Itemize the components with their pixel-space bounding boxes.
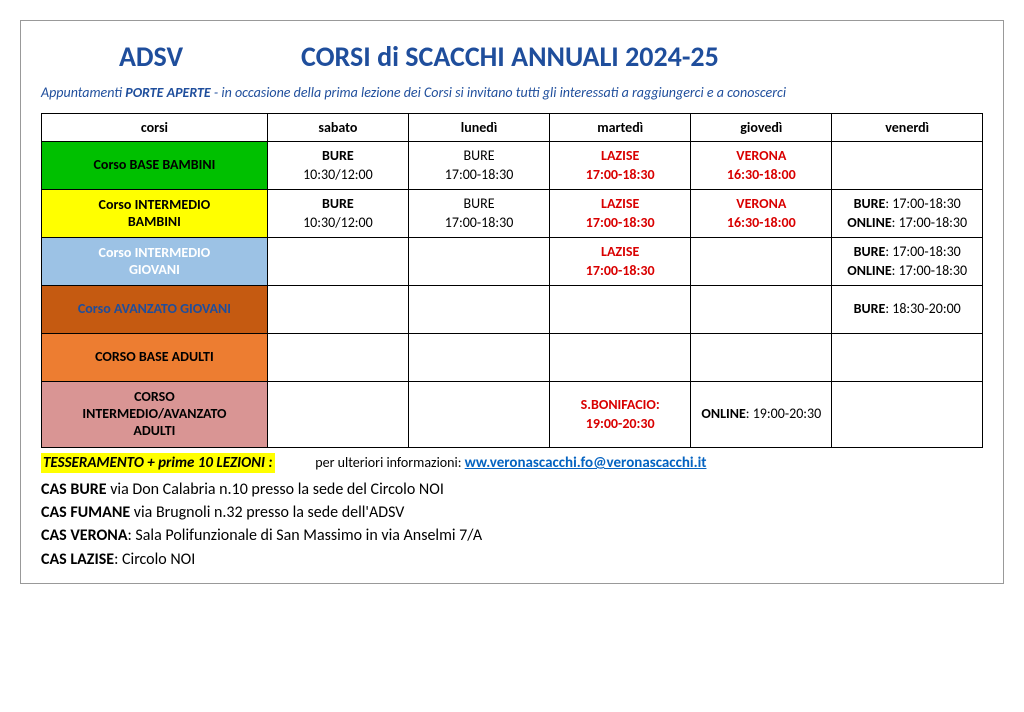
subtitle: Appuntamenti PORTE APERTE - in occasione… (41, 84, 983, 101)
page-container: ADSV CORSI di SCACCHI ANNUALI 2024-25 Ap… (20, 20, 1004, 584)
schedule-cell (267, 286, 408, 334)
course-name-cell: Corso AVANZATO GIOVANI (42, 286, 268, 334)
schedule-cell (267, 334, 408, 382)
table-header-cell: giovedì (691, 114, 832, 142)
subtitle-strong: PORTE APERTE (125, 84, 211, 101)
schedule-cell: LAZISE17:00-18:30 (550, 190, 691, 238)
table-header-cell: martedì (550, 114, 691, 142)
schedule-cell (550, 334, 691, 382)
address-line: CAS LAZISE: Circolo NOI (41, 548, 983, 571)
table-header-cell: corsi (42, 114, 268, 142)
course-name-cell: Corso BASE BAMBINI (42, 142, 268, 190)
schedule-cell: BURE: 17:00-18:30ONLINE: 17:00-18:30 (832, 238, 983, 286)
schedule-cell (832, 142, 983, 190)
schedule-table: corsisabatolunedìmartedìgiovedìvenerdì C… (41, 113, 983, 448)
address-line: CAS VERONA: Sala Polifunzionale di San M… (41, 524, 983, 547)
table-header-cell: sabato (267, 114, 408, 142)
schedule-cell: BURE: 18:30-20:00 (832, 286, 983, 334)
table-row: CORSO BASE ADULTI (42, 334, 983, 382)
schedule-cell: LAZISE17:00-18:30 (550, 142, 691, 190)
schedule-cell (691, 238, 832, 286)
tesseramento-label: TESSERAMENTO + prime 10 LEZIONI : (41, 453, 275, 473)
info-text: per ulteriori informazioni: (315, 454, 464, 471)
schedule-cell: VERONA16:30-18:00 (691, 142, 832, 190)
info-link[interactable]: ww.veronascacchi.fo@veronascacchi.it (465, 454, 707, 472)
info-line: TESSERAMENTO + prime 10 LEZIONI : per ul… (41, 454, 983, 472)
schedule-cell: BURE: 17:00-18:30ONLINE: 17:00-18:30 (832, 190, 983, 238)
page-title: CORSI di SCACCHI ANNUALI 2024-25 (301, 39, 719, 74)
course-name-cell: Corso INTERMEDIOBAMBINI (42, 190, 268, 238)
schedule-cell (408, 286, 549, 334)
schedule-cell (408, 238, 549, 286)
table-header-cell: venerdì (832, 114, 983, 142)
subtitle-prefix: Appuntamenti (41, 84, 125, 101)
table-header-row: corsisabatolunedìmartedìgiovedìvenerdì (42, 114, 983, 142)
header: ADSV CORSI di SCACCHI ANNUALI 2024-25 (41, 39, 983, 74)
subtitle-rest: - in occasione della prima lezione dei C… (211, 84, 786, 101)
address-line: CAS FUMANE via Brugnoli n.32 presso la s… (41, 501, 983, 524)
schedule-cell (267, 238, 408, 286)
schedule-cell: ONLINE: 19:00-20:30 (691, 382, 832, 448)
schedule-cell (408, 334, 549, 382)
schedule-cell (691, 286, 832, 334)
schedule-cell: BURE17:00-18:30 (408, 142, 549, 190)
table-row: Corso INTERMEDIOBAMBINIBURE10:30/12:00BU… (42, 190, 983, 238)
course-name-cell: CORSOINTERMEDIO/AVANZATOADULTI (42, 382, 268, 448)
table-row: CORSOINTERMEDIO/AVANZATOADULTI S.BONIFACI… (42, 382, 983, 448)
table-row: Corso BASE BAMBINIBURE10:30/12:00BURE17:… (42, 142, 983, 190)
schedule-cell (408, 382, 549, 448)
course-name-cell: Corso INTERMEDIOGIOVANI (42, 238, 268, 286)
schedule-cell (267, 382, 408, 448)
schedule-cell: BURE10:30/12:00 (267, 190, 408, 238)
schedule-cell (832, 334, 983, 382)
schedule-cell (832, 382, 983, 448)
table-row: Corso INTERMEDIOGIOVANI LAZISE17:00-18:30… (42, 238, 983, 286)
course-name-cell: CORSO BASE ADULTI (42, 334, 268, 382)
schedule-cell: BURE10:30/12:00 (267, 142, 408, 190)
brand: ADSV (41, 39, 261, 74)
table-row: Corso AVANZATO GIOVANI BURE: 18:30-20:00 (42, 286, 983, 334)
table-header-cell: lunedì (408, 114, 549, 142)
schedule-cell (550, 286, 691, 334)
schedule-cell: LAZISE17:00-18:30 (550, 238, 691, 286)
schedule-cell (691, 334, 832, 382)
address-line: CAS BURE via Don Calabria n.10 presso la… (41, 478, 983, 501)
schedule-cell: BURE17:00-18:30 (408, 190, 549, 238)
addresses: CAS BURE via Don Calabria n.10 presso la… (41, 478, 983, 571)
schedule-cell: VERONA16:30-18:00 (691, 190, 832, 238)
schedule-cell: S.BONIFACIO:19:00-20:30 (550, 382, 691, 448)
